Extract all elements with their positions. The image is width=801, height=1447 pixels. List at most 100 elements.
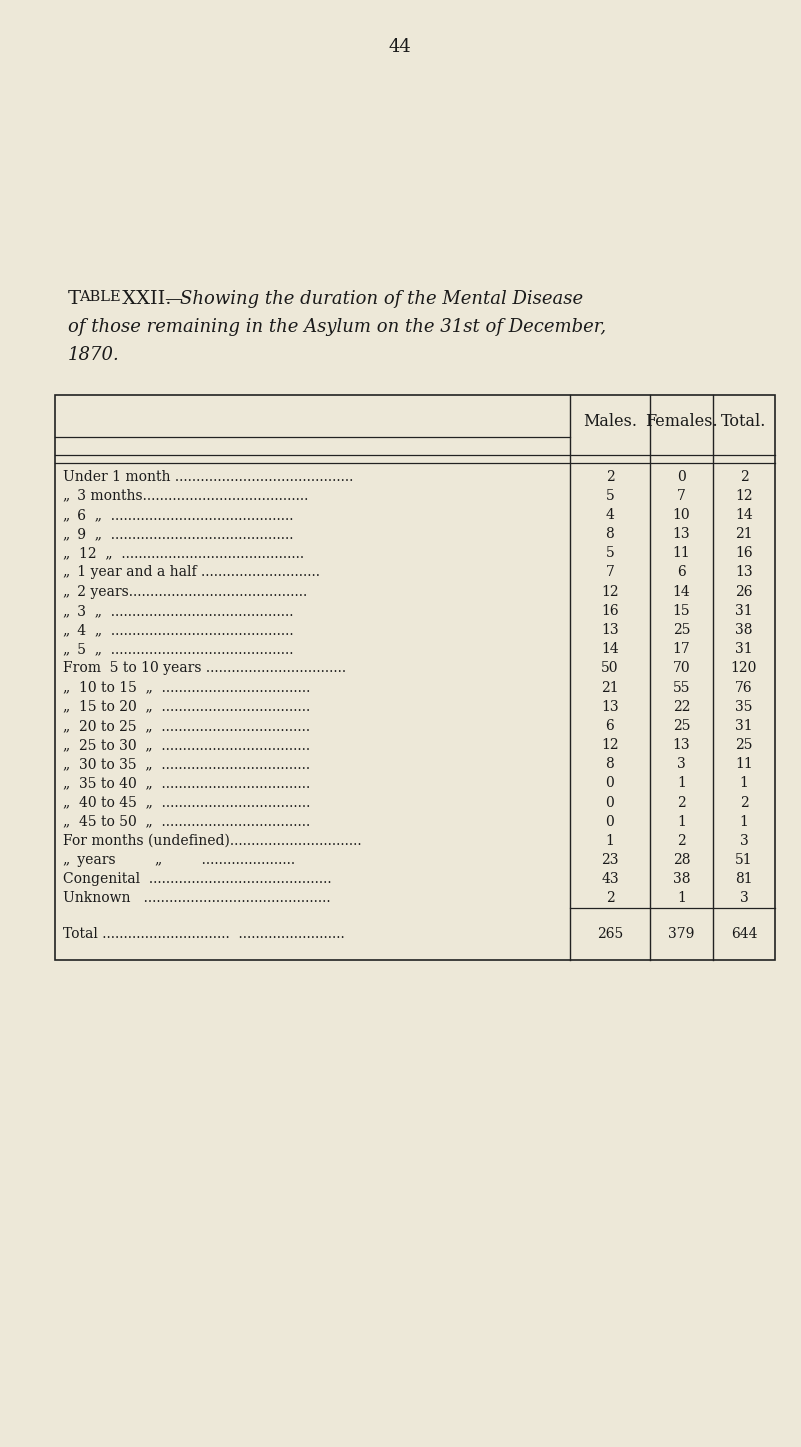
Text: 5: 5 <box>606 489 614 502</box>
Text: For months (undefined)...............................: For months (undefined)..................… <box>63 833 361 848</box>
Text: 6: 6 <box>606 719 614 732</box>
Text: 43: 43 <box>602 873 619 886</box>
Text: ABLE: ABLE <box>79 289 121 304</box>
Text: 1: 1 <box>739 777 748 790</box>
Text: 2: 2 <box>606 470 614 483</box>
Text: „  35 to 40  „  ...................................: „ 35 to 40 „ ...........................… <box>63 777 310 790</box>
Text: From  5 to 10 years .................................: From 5 to 10 years .....................… <box>63 661 346 676</box>
Text: 120: 120 <box>731 661 757 676</box>
Text: 11: 11 <box>673 547 690 560</box>
Text: 16: 16 <box>735 547 753 560</box>
Text: 25: 25 <box>673 624 690 637</box>
Text: 70: 70 <box>673 661 690 676</box>
Text: 81: 81 <box>735 873 753 886</box>
Text: 3: 3 <box>739 891 748 906</box>
Text: „  45 to 50  „  ...................................: „ 45 to 50 „ ...........................… <box>63 815 310 829</box>
Text: 31: 31 <box>735 719 753 732</box>
Text: „  30 to 35  „  ...................................: „ 30 to 35 „ ...........................… <box>63 757 310 771</box>
Text: „  25 to 30  „  ...................................: „ 25 to 30 „ ...........................… <box>63 738 310 752</box>
Text: 13: 13 <box>602 700 619 713</box>
Text: 7: 7 <box>606 566 614 579</box>
Text: 644: 644 <box>731 928 757 941</box>
Text: 38: 38 <box>673 873 690 886</box>
Text: „  10 to 15  „  ...................................: „ 10 to 15 „ ...........................… <box>63 680 310 695</box>
Text: 12: 12 <box>602 738 619 752</box>
Text: „ 3  „  ...........................................: „ 3 „ ..................................… <box>63 603 293 618</box>
Text: 10: 10 <box>673 508 690 522</box>
Text: „ 3 months.......................................: „ 3 months..............................… <box>63 489 308 502</box>
Text: 13: 13 <box>673 527 690 541</box>
Text: Males.: Males. <box>583 412 637 430</box>
Text: 14: 14 <box>735 508 753 522</box>
Text: „ 1 year and a half ............................: „ 1 year and a half ....................… <box>63 566 320 579</box>
Text: Congenital  ...........................................: Congenital .............................… <box>63 873 332 886</box>
Text: „  12  „  ...........................................: „ 12 „ .................................… <box>63 547 304 560</box>
Text: 22: 22 <box>673 700 690 713</box>
Text: 16: 16 <box>602 603 619 618</box>
Text: 12: 12 <box>735 489 753 502</box>
Text: 12: 12 <box>602 585 619 599</box>
Text: 0: 0 <box>606 777 614 790</box>
Text: 13: 13 <box>735 566 753 579</box>
Text: 11: 11 <box>735 757 753 771</box>
Text: 15: 15 <box>673 603 690 618</box>
Text: 1: 1 <box>739 815 748 829</box>
Text: 35: 35 <box>735 700 753 713</box>
Text: 1870.: 1870. <box>68 346 120 365</box>
Text: 1: 1 <box>677 815 686 829</box>
Text: 76: 76 <box>735 680 753 695</box>
Text: 13: 13 <box>602 624 619 637</box>
Text: Showing the duration of the Mental Disease: Showing the duration of the Mental Disea… <box>180 289 583 308</box>
Text: „ 2 years..........................................: „ 2 years...............................… <box>63 585 308 599</box>
Text: 379: 379 <box>668 928 694 941</box>
Text: 31: 31 <box>735 603 753 618</box>
Text: 1: 1 <box>677 891 686 906</box>
Text: 2: 2 <box>677 796 686 809</box>
Text: 1: 1 <box>677 777 686 790</box>
Text: „ 6  „  ...........................................: „ 6 „ ..................................… <box>63 508 293 522</box>
Text: 1: 1 <box>606 833 614 848</box>
Text: 23: 23 <box>602 854 618 867</box>
Bar <box>55 395 775 959</box>
Text: 38: 38 <box>735 624 753 637</box>
Text: „  15 to 20  „  ...................................: „ 15 to 20 „ ...........................… <box>63 700 310 713</box>
Text: 2: 2 <box>606 891 614 906</box>
Text: Total ..............................  .........................: Total .............................. ...… <box>63 928 344 941</box>
Text: of those remaining in the Asylum on the 31st of December,: of those remaining in the Asylum on the … <box>68 318 606 336</box>
Text: 13: 13 <box>673 738 690 752</box>
Text: 25: 25 <box>735 738 753 752</box>
Text: „ 4  „  ...........................................: „ 4 „ ..................................… <box>63 624 294 637</box>
Text: 25: 25 <box>673 719 690 732</box>
Text: 0: 0 <box>677 470 686 483</box>
Text: 8: 8 <box>606 757 614 771</box>
Text: 3: 3 <box>739 833 748 848</box>
Text: 14: 14 <box>601 642 619 655</box>
Text: 31: 31 <box>735 642 753 655</box>
Text: „ 9  „  ...........................................: „ 9 „ ..................................… <box>63 527 293 541</box>
Text: Total.: Total. <box>722 412 767 430</box>
Text: „  40 to 45  „  ...................................: „ 40 to 45 „ ...........................… <box>63 796 310 809</box>
Text: 51: 51 <box>735 854 753 867</box>
Text: 5: 5 <box>606 547 614 560</box>
Text: 2: 2 <box>739 796 748 809</box>
Text: 14: 14 <box>673 585 690 599</box>
Text: 2: 2 <box>739 470 748 483</box>
Text: 265: 265 <box>597 928 623 941</box>
Text: 44: 44 <box>388 38 412 56</box>
Text: 17: 17 <box>673 642 690 655</box>
Text: 8: 8 <box>606 527 614 541</box>
Text: Females.: Females. <box>645 412 718 430</box>
Text: 3: 3 <box>677 757 686 771</box>
Text: „ years         „         ......................: „ years „ ...................... <box>63 854 295 867</box>
Text: 0: 0 <box>606 815 614 829</box>
Text: „  20 to 25  „  ...................................: „ 20 to 25 „ ...........................… <box>63 719 310 732</box>
Text: 21: 21 <box>735 527 753 541</box>
Text: „ 5  „  ...........................................: „ 5 „ ..................................… <box>63 642 293 655</box>
Text: 26: 26 <box>735 585 753 599</box>
Text: 2: 2 <box>677 833 686 848</box>
Text: 7: 7 <box>677 489 686 502</box>
Text: 50: 50 <box>602 661 618 676</box>
Text: 6: 6 <box>677 566 686 579</box>
Text: 4: 4 <box>606 508 614 522</box>
Text: 21: 21 <box>602 680 619 695</box>
